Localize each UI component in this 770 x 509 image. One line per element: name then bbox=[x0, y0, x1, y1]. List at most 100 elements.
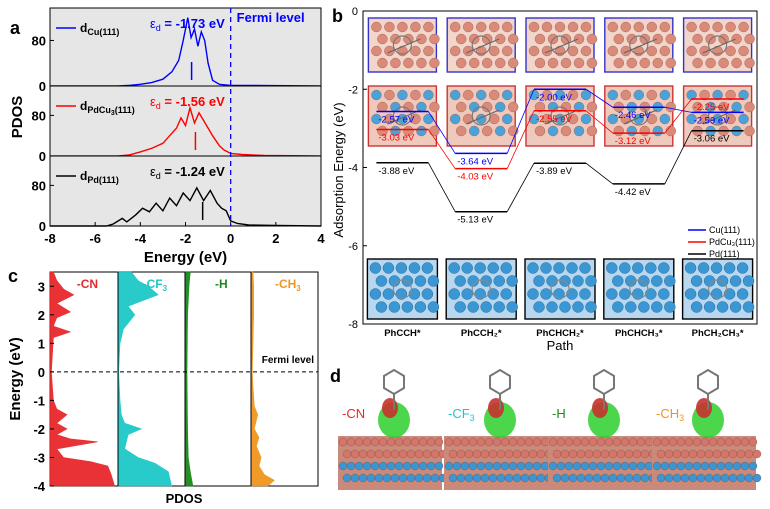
legend-subscript: PdCu bbox=[87, 105, 111, 115]
surface-atom bbox=[533, 301, 545, 313]
slab-atom bbox=[516, 437, 526, 447]
slab-atom bbox=[354, 437, 364, 447]
legend-name: d bbox=[80, 21, 87, 35]
slab-atom bbox=[456, 449, 466, 459]
slab-atom bbox=[536, 473, 546, 483]
surface-atom bbox=[619, 262, 631, 274]
surface-atom bbox=[476, 89, 487, 101]
surface-atom bbox=[489, 21, 500, 33]
y-axis-label: Energy (eV) bbox=[7, 337, 24, 420]
pdos-fill-ch3 bbox=[250, 271, 275, 487]
energy-value-label-pd: -3.88 eV bbox=[378, 166, 415, 177]
slab-atom bbox=[504, 473, 514, 483]
surface-atom bbox=[456, 33, 467, 45]
slab-atom bbox=[584, 473, 594, 483]
slab-atom bbox=[452, 437, 462, 447]
pdos-fill-cf3 bbox=[117, 271, 172, 487]
slab-atom bbox=[346, 437, 356, 447]
slab-atom bbox=[410, 437, 420, 447]
surface-atom bbox=[534, 33, 546, 45]
slab-atom bbox=[468, 461, 478, 471]
charge-accumulation-lobe bbox=[592, 398, 608, 418]
slab-atom bbox=[628, 437, 638, 447]
epsilon-subscript: d bbox=[156, 171, 161, 181]
surface-atom bbox=[423, 89, 434, 101]
slab-atom bbox=[532, 437, 542, 447]
slab-atom bbox=[500, 437, 510, 447]
surface-atom bbox=[427, 301, 440, 313]
y-tick-label: 0 bbox=[39, 149, 46, 164]
surface-atom bbox=[665, 101, 676, 113]
surface-atom bbox=[699, 45, 710, 57]
surface-atom bbox=[454, 301, 466, 313]
surface-atom bbox=[559, 301, 571, 313]
surface-atom bbox=[377, 57, 388, 69]
surface-atom bbox=[725, 45, 736, 57]
energy-value-label-cu: -2.46 eV bbox=[615, 110, 652, 121]
slab-atom bbox=[744, 449, 754, 459]
surface-atom bbox=[625, 301, 637, 313]
substituent-label-cf3: -CF3 bbox=[448, 406, 475, 423]
x-tick-label: -6 bbox=[89, 231, 101, 246]
surface-atom bbox=[652, 57, 663, 69]
surface-atom bbox=[482, 57, 493, 69]
surface-atom bbox=[625, 275, 637, 287]
d-band-center-label-cu: εd = -1.73 eV bbox=[150, 16, 225, 33]
slab-atom bbox=[736, 449, 746, 459]
slab-atom bbox=[460, 461, 470, 471]
energy-value-label-cu: -3.64 eV bbox=[457, 156, 494, 167]
surface-atom bbox=[659, 45, 670, 57]
surface-atom bbox=[686, 21, 697, 33]
slab-atom bbox=[386, 437, 396, 447]
surface-atom bbox=[414, 301, 427, 313]
surface-atom bbox=[742, 275, 755, 287]
energy-series-cu: -2.57 eV -3.64 eV -2.00 eV -2.46 eV -2.59 eV bbox=[376, 88, 744, 167]
slab-atom bbox=[752, 449, 762, 459]
slab-atom bbox=[434, 461, 444, 471]
adsorbate-ring bbox=[629, 35, 649, 55]
adsorbate-ring bbox=[392, 35, 412, 55]
slab-atom bbox=[704, 449, 714, 459]
surface-atom bbox=[423, 21, 434, 33]
epsilon-subscript: d bbox=[156, 23, 161, 33]
surface-atom bbox=[463, 45, 474, 57]
substituent-name: -H bbox=[215, 277, 228, 291]
slab-atom bbox=[576, 449, 586, 459]
surface-atom bbox=[450, 45, 461, 57]
surface-atom bbox=[541, 21, 553, 33]
surface-atom bbox=[626, 57, 637, 69]
slab-atom bbox=[536, 449, 546, 459]
slab-atom bbox=[552, 473, 562, 483]
structure-image-pd-1 bbox=[445, 258, 518, 320]
x-tick-label: 2 bbox=[272, 231, 279, 246]
slab-atom bbox=[668, 461, 678, 471]
legend-label-pdcu: PdCu₃(111) bbox=[709, 237, 755, 247]
slab-atom bbox=[612, 461, 622, 471]
slab-atom bbox=[564, 461, 574, 471]
surface-atom bbox=[646, 21, 657, 33]
surface-atom bbox=[567, 21, 579, 33]
slab-atom bbox=[512, 449, 522, 459]
surface-atom bbox=[705, 57, 716, 69]
surface-atom bbox=[410, 45, 421, 57]
surface-atom bbox=[467, 275, 479, 287]
surface-atom bbox=[421, 288, 434, 300]
surface-atom bbox=[533, 275, 545, 287]
pdos-fill-cn bbox=[49, 271, 116, 487]
slab-atom bbox=[696, 473, 706, 483]
slab-atom bbox=[456, 473, 466, 483]
substituent-label-h: -H bbox=[215, 277, 228, 291]
slab-atom bbox=[524, 461, 534, 471]
epsilon-symbol: ε bbox=[150, 16, 156, 31]
slab-atom bbox=[394, 461, 404, 471]
energy-value-label-pdcu: -3.03 eV bbox=[378, 133, 415, 144]
surface-atom bbox=[646, 45, 657, 57]
surface-atom bbox=[493, 275, 505, 287]
slab-atom bbox=[488, 473, 498, 483]
surface-atom bbox=[736, 288, 749, 300]
surface-atom bbox=[397, 89, 408, 101]
surface-atom bbox=[612, 275, 624, 287]
surface-atom bbox=[684, 288, 697, 300]
